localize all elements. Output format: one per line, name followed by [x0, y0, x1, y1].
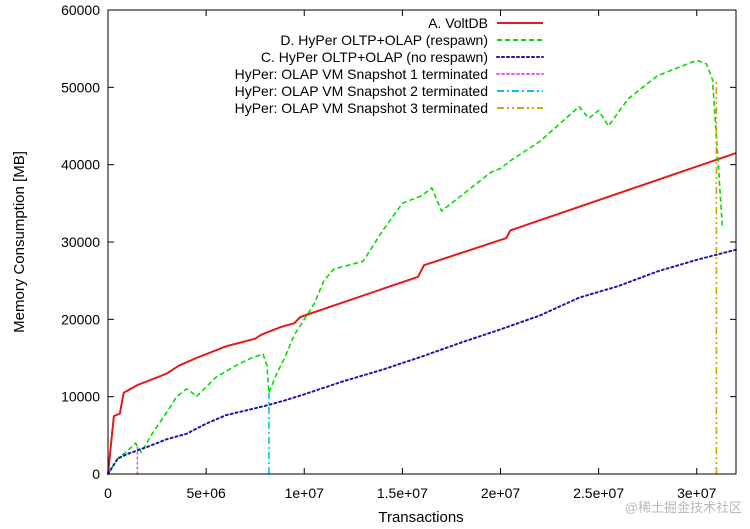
- x-tick-label: 3e+07: [677, 485, 717, 501]
- y-axis-label: Memory Consumption [MB]: [11, 151, 28, 333]
- ticks-layer: 0 10000 20000 30000 40000 50000 60000 0 5e+06 1e+…: [61, 2, 736, 501]
- x-tick-label: 5e+06: [186, 485, 226, 501]
- legend-label-1: A. VoltDB: [428, 15, 488, 31]
- y-tick-label: 40000: [61, 157, 100, 173]
- watermark-text: @稀土掘金技术社区: [625, 500, 742, 515]
- x-tick-label: 2e+07: [481, 485, 521, 501]
- y-tick-label: 30000: [61, 234, 100, 250]
- x-tick-label: 1e+07: [285, 485, 325, 501]
- legend-label-6: HyPer: OLAP VM Snapshot 3 terminated: [235, 100, 488, 116]
- x-tick-label: 2.5e+07: [573, 485, 624, 501]
- series-line-3: [107, 248, 737, 475]
- legend-label-3: C. HyPer OLTP+OLAP (no respawn): [261, 49, 488, 65]
- x-axis-label: Transactions: [378, 509, 463, 526]
- x-tick-label: 0: [104, 485, 112, 501]
- y-tick-label: 20000: [61, 311, 100, 327]
- legend-label-2: D. HyPer OLTP+OLAP (respawn): [280, 32, 488, 48]
- y-tick-label: 50000: [61, 79, 100, 95]
- legend-label-5: HyPer: OLAP VM Snapshot 2 terminated: [235, 83, 488, 99]
- series-line-2: [107, 59, 724, 475]
- legend-label-4: HyPer: OLAP VM Snapshot 1 terminated: [235, 66, 488, 82]
- series-line-1: [107, 152, 737, 475]
- y-tick-label: 60000: [61, 2, 100, 18]
- y-tick-label: 0: [92, 466, 100, 482]
- y-tick-label: 10000: [61, 389, 100, 405]
- x-tick-label: 1.5e+07: [377, 485, 428, 501]
- series-layer: [107, 59, 737, 475]
